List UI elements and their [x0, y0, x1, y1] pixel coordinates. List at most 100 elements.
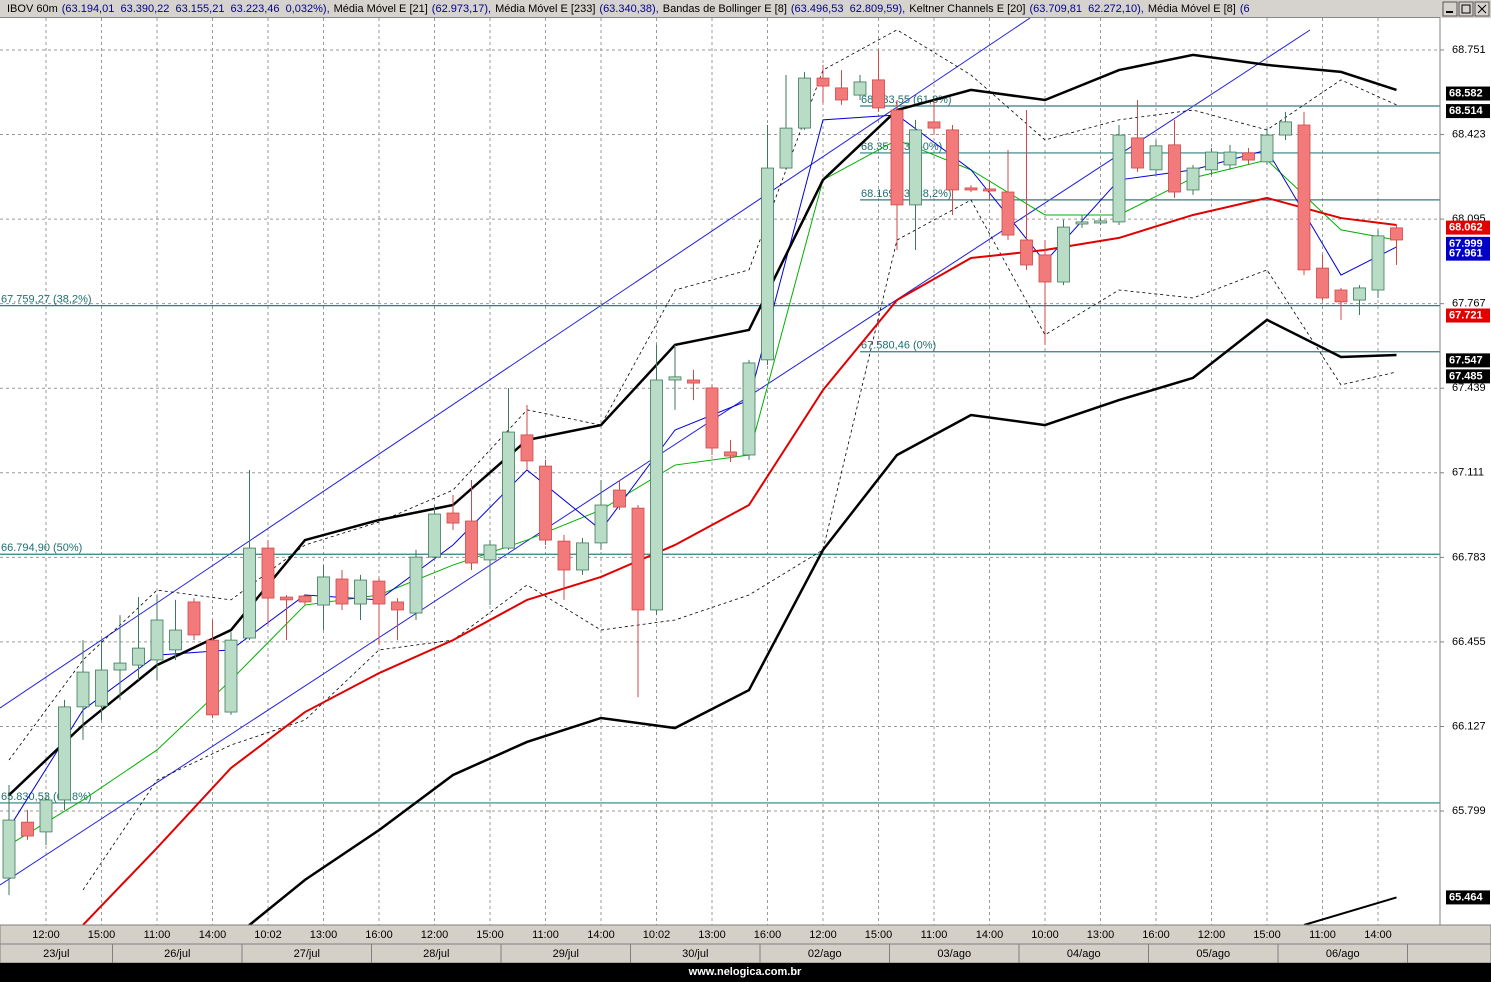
price-box [1446, 353, 1490, 368]
x-tick-label: 14:00 [199, 929, 227, 941]
indicator-line [1303, 896, 1397, 925]
y-tick-label: 66.127 [1452, 720, 1486, 732]
candle-body [650, 379, 663, 611]
price-box-label: 68.514 [1449, 105, 1484, 117]
candle-body [335, 578, 349, 605]
indicator-name: Média Móvel E [8] [1147, 3, 1236, 15]
footer-bar [0, 963, 1491, 982]
candle-body [169, 629, 182, 651]
x-tick-label: 12:00 [421, 929, 449, 941]
candle-body [298, 595, 312, 603]
candle-body [150, 619, 164, 661]
candle-body [1131, 137, 1144, 169]
window-buttons[interactable] [1442, 1, 1490, 17]
x-tick-label: 10:02 [254, 929, 282, 941]
candle-body [835, 87, 848, 101]
x-tick-label: 16:00 [754, 929, 782, 941]
price-box-label: 68.582 [1449, 87, 1483, 99]
candle-body [113, 662, 127, 671]
fib-label: 67.759,27 (38,2%) [1, 294, 92, 306]
date-label: 28/jul [423, 948, 449, 960]
price-box [1446, 86, 1490, 101]
x-tick-label: 14:00 [1364, 929, 1392, 941]
candle-body [21, 821, 34, 837]
price-box-label: 67.961 [1449, 248, 1483, 260]
y-tick-label: 67.767 [1452, 298, 1486, 310]
x-tick-label: 11:00 [144, 929, 171, 941]
minimize-button[interactable] [1442, 1, 1458, 17]
candle-body [1334, 289, 1348, 303]
candle-body [1112, 134, 1126, 223]
indicator-header: IBOV 60m (63.194,01 63.390,22 63.155,21 6… [0, 0, 1440, 18]
candle-body [1223, 151, 1237, 166]
candle-body [1353, 287, 1366, 301]
candle-body [1057, 226, 1070, 283]
x-tick-label: 12:00 [809, 929, 837, 941]
date-label: 04/ago [1067, 948, 1101, 960]
candle-body [798, 77, 811, 129]
x-tick-label: 15:00 [1253, 929, 1281, 941]
candle-body [280, 596, 293, 601]
candle-body [890, 109, 904, 206]
candle-body [1371, 235, 1385, 291]
date-label: 02/ago [808, 948, 842, 960]
price-box [1446, 246, 1490, 261]
x-tick-label: 15:00 [88, 929, 116, 941]
candle-body [261, 547, 275, 599]
indicator-line [82, 199, 1397, 891]
x-tick-label: 12:00 [32, 929, 60, 941]
candle-body [1186, 167, 1200, 191]
date-label: 30/jul [682, 948, 708, 960]
x-axis: 12:00 15:00 11:00 14:00 10:02 13:00 16:00 12:00… [32, 929, 1408, 963]
candle-body [724, 451, 737, 457]
x-tick-label: 14:00 [587, 929, 615, 941]
x-tick-label: 15:00 [476, 929, 504, 941]
date-axis [0, 943, 1491, 964]
candle-body [927, 121, 941, 129]
y-tick-label: 67.439 [1452, 382, 1486, 394]
indicator-value: (63.496,53 62.809,59), [790, 3, 906, 15]
candle-body [1094, 220, 1107, 224]
indicator-value: (63.709,81 62.272,10), [1029, 3, 1144, 15]
candle-body [1168, 144, 1181, 193]
y-tick-label: 66.783 [1452, 551, 1486, 563]
candle-body [631, 507, 645, 611]
date-label: 29/jul [553, 948, 579, 960]
candle-body [946, 129, 959, 191]
indicator-line [82, 196, 1397, 925]
indicator-name: Média Móvel E [233] [495, 3, 596, 15]
candle-body [76, 671, 90, 708]
candle-body [243, 547, 256, 639]
price-box-label: 65.464 [1449, 891, 1484, 903]
price-box-label: 67.485 [1449, 370, 1483, 382]
indicator-name: IBOV 60m [7, 3, 58, 15]
candle-body [95, 669, 108, 707]
date-label: 06/ago [1326, 948, 1360, 960]
candle-body [224, 639, 238, 713]
candle-body [557, 540, 571, 571]
price-box [1446, 890, 1490, 905]
candle-body [594, 504, 608, 544]
candle-body [816, 77, 830, 87]
candle-body [761, 167, 774, 361]
x-tick-label: 16:00 [365, 929, 393, 941]
candle-body [409, 556, 423, 614]
indicator-line [247, 318, 1397, 925]
maximize-icon [1461, 4, 1471, 14]
fib-label: 68.169,53 (38,2%) [861, 188, 952, 200]
candle-body [576, 542, 589, 571]
candle-body [1390, 227, 1403, 241]
x-tick-label: 16:00 [1142, 929, 1170, 941]
maximize-button[interactable] [1458, 1, 1474, 17]
price-box [1446, 369, 1490, 384]
indicator-name: Keltner Channels E [20] [909, 3, 1026, 15]
candle-body [1279, 121, 1292, 136]
candle-body [446, 512, 460, 524]
date-label: 27/jul [294, 948, 320, 960]
candle-body [317, 576, 330, 606]
candle-body [354, 579, 367, 605]
candle-body [1205, 151, 1218, 171]
date-label: 26/jul [164, 948, 190, 960]
